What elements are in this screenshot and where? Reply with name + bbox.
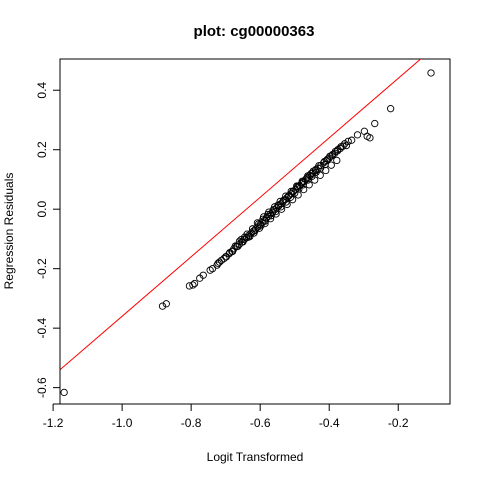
y-tick-label: -0.6 <box>35 377 49 398</box>
data-point <box>342 141 351 150</box>
data-point <box>217 256 226 264</box>
data-point <box>215 258 224 266</box>
data-point <box>304 172 312 180</box>
data-point <box>237 235 245 244</box>
data-point <box>311 176 319 184</box>
reference-line-group <box>60 59 422 371</box>
data-point <box>277 205 286 213</box>
data-point <box>327 161 335 169</box>
data-points <box>60 69 435 397</box>
data-point <box>347 136 356 144</box>
data-point <box>337 143 345 151</box>
data-point <box>271 203 279 211</box>
data-point <box>291 189 299 197</box>
x-tick-label: -0.4 <box>319 416 340 430</box>
data-point <box>60 388 68 397</box>
y-tick-label: 0.0 <box>35 201 49 218</box>
data-point <box>322 166 330 175</box>
data-point <box>235 237 244 245</box>
data-point <box>309 167 317 175</box>
data-point <box>228 247 237 256</box>
data-point <box>315 162 323 170</box>
x-tick-label: -1.2 <box>43 416 64 430</box>
data-point <box>320 157 329 166</box>
y-axis: -0.6 -0.4 -0.2 0.0 0.2 0.4 <box>35 82 61 398</box>
data-point <box>265 208 273 216</box>
data-point <box>294 191 302 199</box>
data-point <box>255 224 264 232</box>
data-point <box>316 171 324 179</box>
y-tick-label: 0.2 <box>35 141 49 158</box>
data-point <box>272 210 280 218</box>
data-point <box>220 254 228 263</box>
data-point <box>199 271 207 279</box>
data-point <box>234 242 242 251</box>
y-tick-label: -0.2 <box>35 258 49 279</box>
x-axis-label: Logit Transformed <box>207 450 304 464</box>
data-point <box>276 197 284 206</box>
data-point <box>298 177 306 185</box>
data-point <box>386 105 395 113</box>
data-point <box>162 300 170 308</box>
data-point <box>300 185 308 194</box>
data-point <box>288 196 297 204</box>
data-point <box>244 233 253 241</box>
data-point <box>293 182 302 191</box>
data-point <box>293 182 301 190</box>
x-axis: -1.2 -1.0 -0.8 -0.6 -0.4 -0.2 <box>43 403 409 430</box>
data-point <box>333 156 341 165</box>
data-point <box>266 215 275 223</box>
y-axis-label: Regression Residuals <box>2 173 16 290</box>
data-point <box>287 187 295 195</box>
data-point <box>326 152 334 160</box>
y-tick-label: 0.4 <box>35 82 49 99</box>
x-tick-label: -1.0 <box>112 416 133 430</box>
data-point <box>239 238 247 246</box>
data-point <box>353 131 362 139</box>
data-point <box>261 219 269 228</box>
plot-area <box>59 58 451 405</box>
data-point <box>305 181 313 189</box>
data-point <box>158 302 167 310</box>
x-tick-label: -0.8 <box>181 416 202 430</box>
chart-title: plot: cg00000363 <box>194 23 315 40</box>
data-point <box>283 200 291 209</box>
x-tick-label: -0.2 <box>388 416 409 430</box>
data-point <box>190 279 199 288</box>
data-point <box>331 147 340 156</box>
data-point <box>222 253 230 261</box>
data-point <box>248 225 257 233</box>
data-point <box>189 281 197 289</box>
data-point <box>366 134 374 142</box>
reference-line <box>60 59 422 371</box>
data-point <box>282 192 290 200</box>
y-tick-label: -0.4 <box>35 317 49 338</box>
data-point <box>371 119 379 128</box>
data-point <box>427 69 435 77</box>
data-point <box>250 229 258 237</box>
data-point <box>208 265 217 273</box>
x-tick-label: -0.6 <box>250 416 271 430</box>
